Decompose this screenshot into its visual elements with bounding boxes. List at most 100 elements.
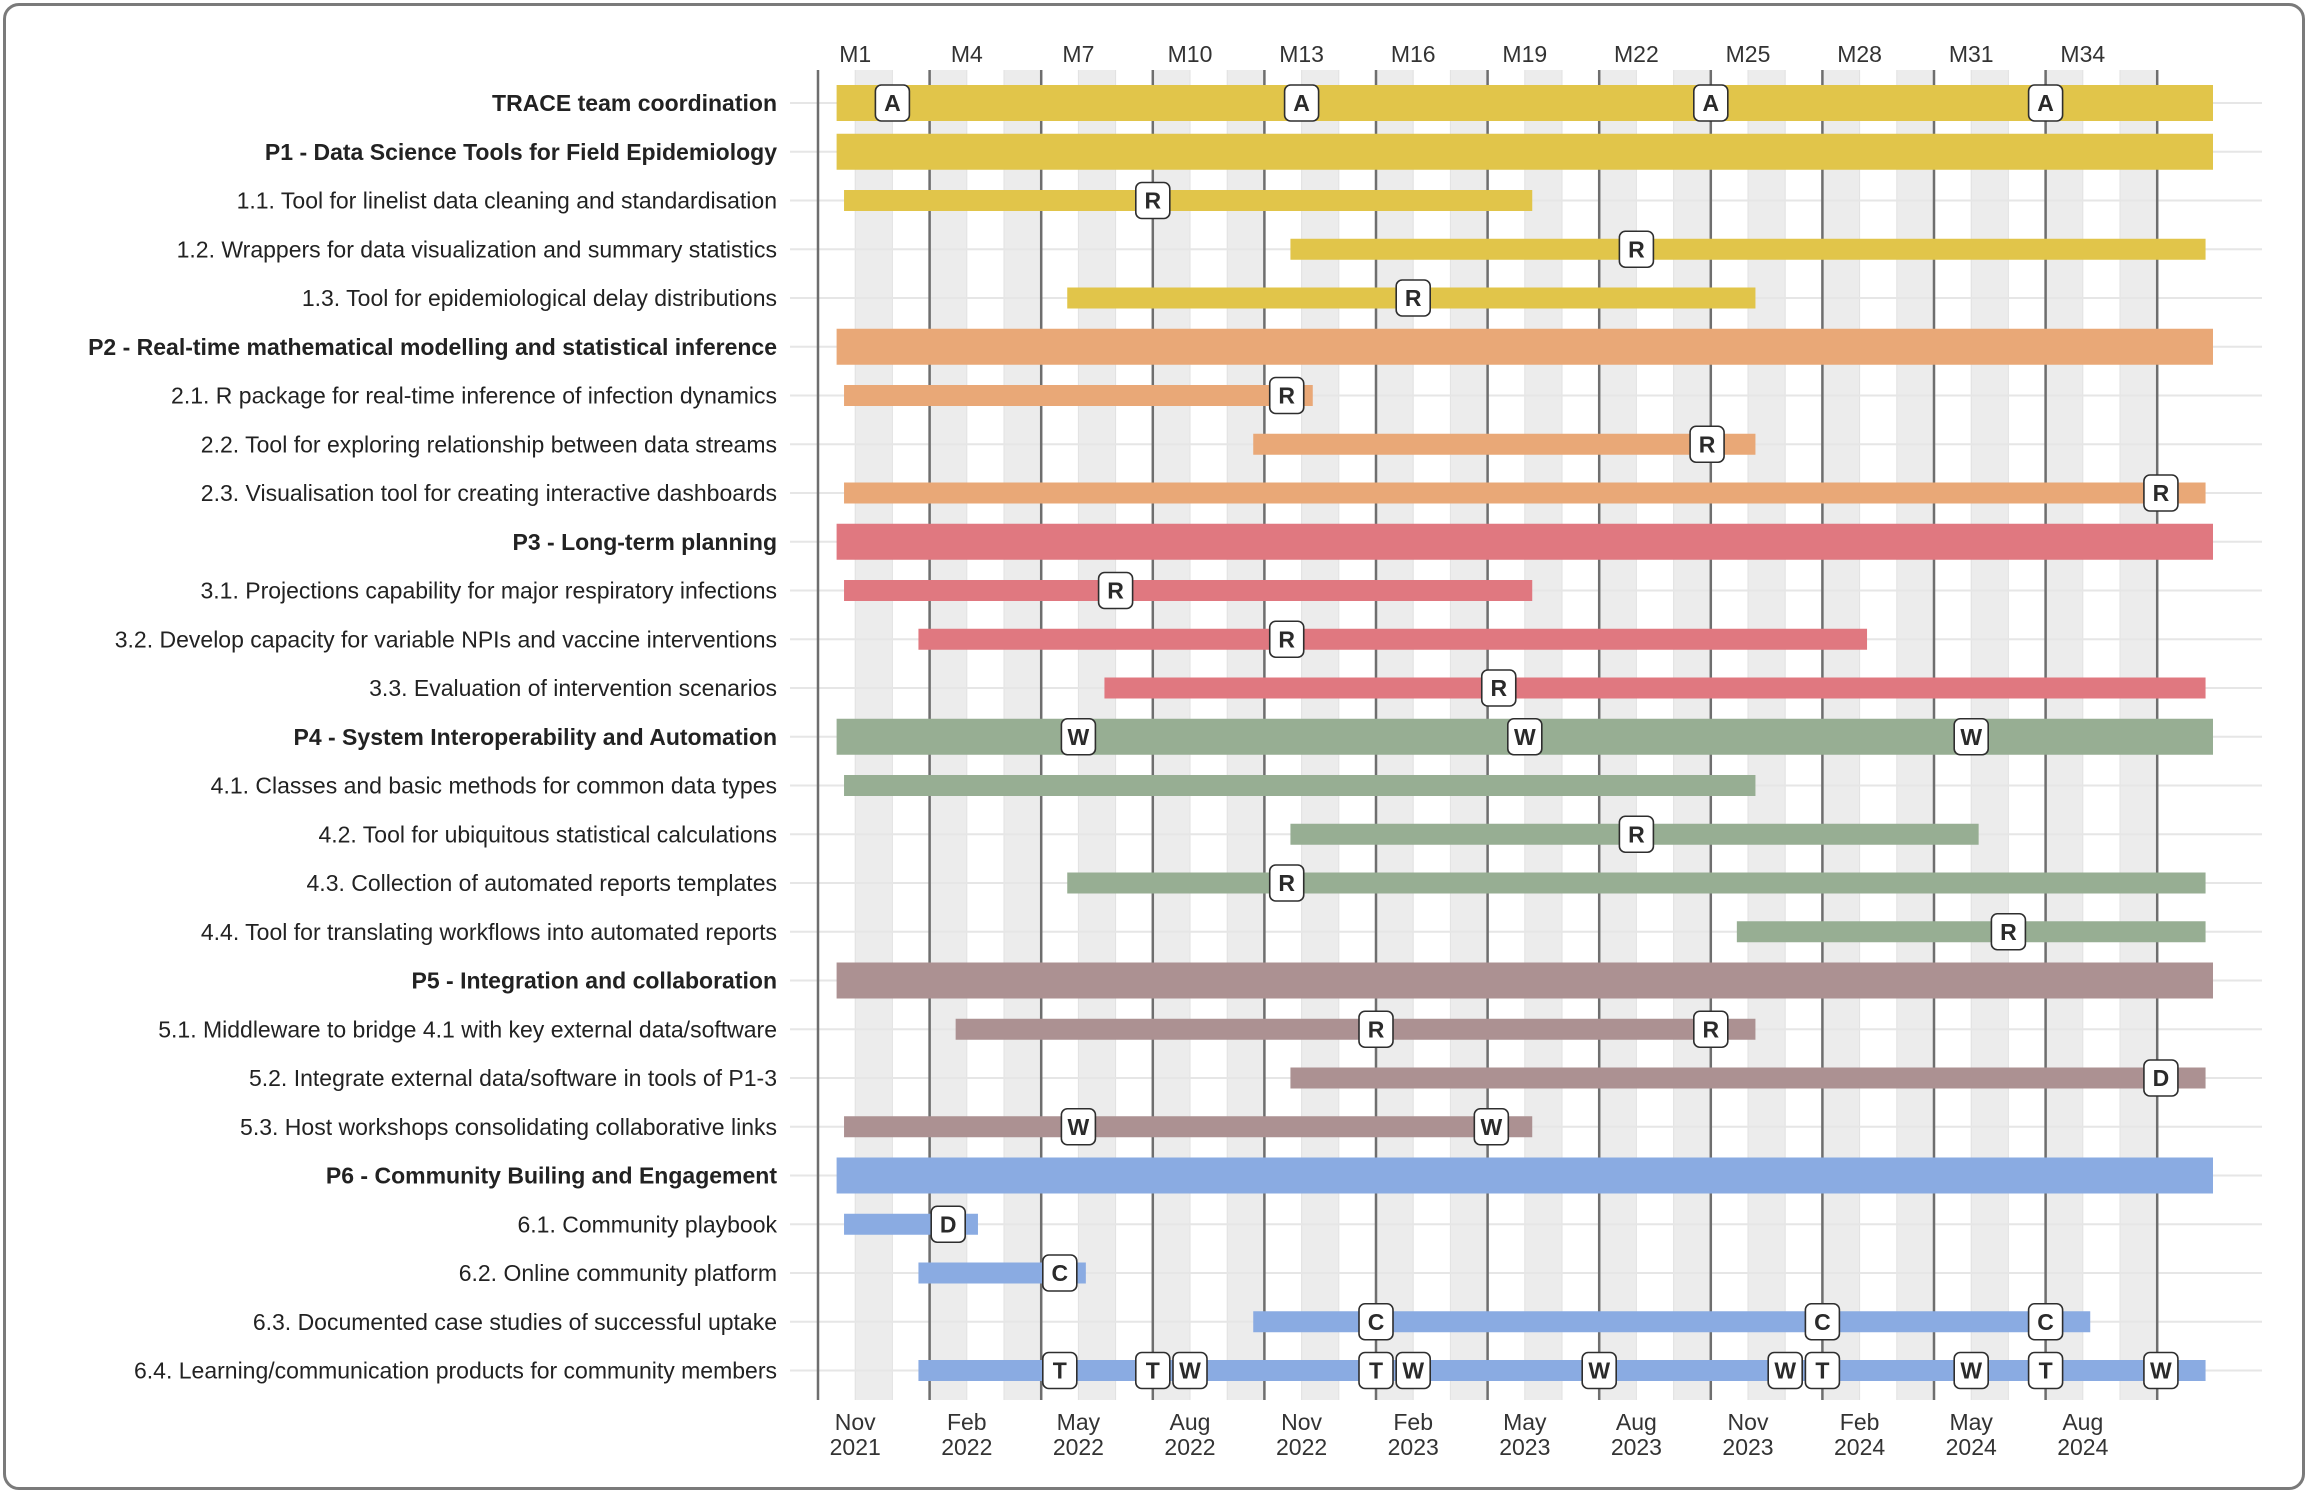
top-tick-label: M13 bbox=[1279, 41, 1324, 67]
milestone-marker: W bbox=[1060, 1107, 1097, 1146]
milestone-label: W bbox=[1960, 724, 1982, 750]
task-bar bbox=[844, 1116, 1533, 1138]
milestone-box bbox=[1581, 1351, 1617, 1390]
milestone-marker: A bbox=[874, 84, 911, 122]
bottom-tick-year: 2022 bbox=[941, 1434, 992, 1460]
milestone-marker: C bbox=[2027, 1302, 2064, 1341]
milestone-marker: D bbox=[930, 1205, 967, 1244]
task-bar bbox=[918, 1360, 2206, 1381]
task-bar bbox=[836, 1157, 2213, 1194]
task-bar bbox=[836, 523, 2213, 560]
milestone-box bbox=[1804, 1351, 1841, 1390]
milestone-marker: R bbox=[1480, 669, 1517, 707]
milestone-label: W bbox=[1068, 724, 1090, 750]
milestone-label: D bbox=[2153, 1065, 2170, 1091]
task-label: 1.3. Tool for epidemiological delay dist… bbox=[302, 285, 777, 311]
milestone-marker: W bbox=[1473, 1107, 1510, 1146]
task-bar bbox=[1736, 921, 2206, 943]
milestone-box bbox=[1990, 912, 2027, 951]
bottom-tick-year: 2023 bbox=[1388, 1434, 1439, 1460]
milestone-box bbox=[1042, 1351, 1078, 1390]
milestone-label: W bbox=[1774, 1358, 1796, 1384]
milestone-box bbox=[930, 1205, 967, 1244]
top-tick-label: M31 bbox=[1949, 41, 1994, 67]
milestone-label: C bbox=[1051, 1260, 1068, 1286]
milestone-label: C bbox=[2037, 1309, 2054, 1335]
milestone-label: R bbox=[1278, 626, 1295, 652]
milestone-box bbox=[1953, 717, 1989, 756]
task-label: 2.3. Visualisation tool for creating int… bbox=[201, 480, 777, 506]
milestone-marker: R bbox=[1395, 279, 1431, 317]
milestone-label: W bbox=[1402, 1358, 1424, 1384]
task-label: 6.2. Online community platform bbox=[459, 1260, 777, 1286]
task-label: 4.2. Tool for ubiquitous statistical cal… bbox=[318, 821, 777, 847]
milestone-box bbox=[1618, 815, 1655, 854]
task-label: 2.1. R package for real-time inference o… bbox=[171, 383, 777, 409]
milestone-label: R bbox=[1699, 431, 1716, 457]
milestone-label: W bbox=[1588, 1358, 1610, 1384]
task-bar bbox=[1253, 1311, 2091, 1333]
top-tick-label: M10 bbox=[1168, 41, 1213, 67]
bottom-tick-year: 2021 bbox=[830, 1434, 881, 1460]
milestone-marker: R bbox=[1268, 864, 1305, 902]
task-label: 4.1. Classes and basic methods for commo… bbox=[211, 773, 777, 799]
milestone-marker: T bbox=[1804, 1351, 1841, 1390]
milestone-box bbox=[2027, 84, 2064, 122]
milestone-box bbox=[1473, 1107, 1510, 1146]
bottom-tick-year: 2022 bbox=[1276, 1434, 1327, 1460]
milestone-label: R bbox=[1368, 1016, 1385, 1042]
milestone-box bbox=[1358, 1302, 1394, 1341]
task-bar bbox=[955, 1018, 1756, 1040]
milestone-label: T bbox=[1053, 1358, 1067, 1384]
milestone-marker: C bbox=[1042, 1254, 1078, 1292]
task-label: 5.3. Host workshops consolidating collab… bbox=[240, 1114, 777, 1140]
milestone-marker: A bbox=[1283, 84, 1320, 122]
task-label: P6 - Community Builing and Engagement bbox=[326, 1163, 777, 1189]
bottom-tick-year: 2023 bbox=[1499, 1434, 1550, 1460]
bottom-tick-year: 2023 bbox=[1611, 1434, 1662, 1460]
task-label: P5 - Integration and collaboration bbox=[412, 968, 777, 994]
milestone-marker: W bbox=[1395, 1351, 1431, 1390]
milestone-marker: R bbox=[1618, 230, 1655, 269]
milestone-box bbox=[1097, 571, 1134, 610]
milestone-marker: R bbox=[1097, 571, 1134, 610]
milestone-label: W bbox=[1514, 724, 1536, 750]
task-label: 4.3. Collection of automated reports tem… bbox=[307, 870, 777, 896]
task-bar bbox=[844, 385, 1313, 406]
milestone-label: T bbox=[1146, 1358, 1160, 1384]
bottom-tick-month: May bbox=[1503, 1409, 1547, 1435]
task-label: 6.4. Learning/communication products for… bbox=[134, 1358, 777, 1384]
task-label: 3.2. Develop capacity for variable NPIs … bbox=[115, 626, 777, 652]
bottom-tick-month: Nov bbox=[835, 1409, 876, 1435]
bottom-tick-month: Feb bbox=[947, 1409, 987, 1435]
task-label: 6.1. Community playbook bbox=[517, 1211, 777, 1237]
top-tick-label: M19 bbox=[1502, 41, 1547, 67]
bottom-tick-month: Aug bbox=[1616, 1409, 1657, 1435]
milestone-marker: C bbox=[1804, 1302, 1841, 1341]
milestone-label: R bbox=[1107, 578, 1124, 604]
top-tick-label: M28 bbox=[1837, 41, 1882, 67]
bottom-tick-year: 2024 bbox=[1834, 1434, 1885, 1460]
milestone-label: R bbox=[1278, 870, 1295, 896]
task-label: TRACE team coordination bbox=[492, 90, 777, 116]
bottom-tick-month: Aug bbox=[1170, 1409, 1211, 1435]
milestone-marker: A bbox=[2027, 84, 2064, 122]
bottom-tick-month: Feb bbox=[1840, 1409, 1880, 1435]
milestone-marker: R bbox=[2143, 474, 2179, 512]
milestone-label: A bbox=[2037, 90, 2054, 116]
milestone-box bbox=[1268, 376, 1305, 415]
milestone-marker: R bbox=[1990, 912, 2027, 951]
top-tick-label: M22 bbox=[1614, 41, 1659, 67]
bottom-tick-month: Aug bbox=[2062, 1409, 2103, 1435]
top-tick-label: M16 bbox=[1391, 41, 1436, 67]
bottom-tick-year: 2024 bbox=[2057, 1434, 2108, 1460]
task-bar bbox=[1253, 433, 1756, 455]
milestone-box bbox=[1042, 1254, 1078, 1292]
task-label: P2 - Real-time mathematical modelling an… bbox=[88, 334, 777, 360]
task-label: 1.2. Wrappers for data visualization and… bbox=[177, 236, 777, 262]
task-label: 5.2. Integrate external data/software in… bbox=[249, 1065, 777, 1091]
task-bar bbox=[844, 190, 1533, 211]
milestone-label: T bbox=[1369, 1358, 1383, 1384]
milestone-label: W bbox=[1179, 1358, 1201, 1384]
